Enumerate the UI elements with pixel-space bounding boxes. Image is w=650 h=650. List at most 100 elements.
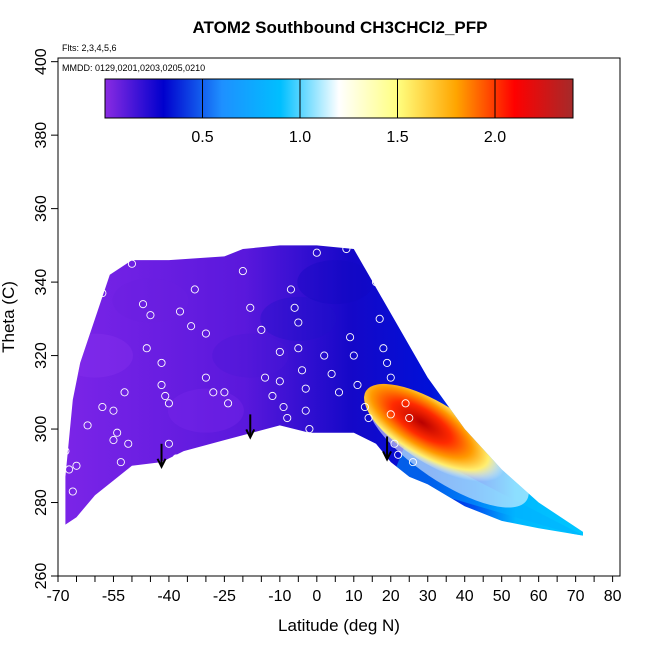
sample-point <box>320 351 329 360</box>
sample-point <box>246 303 255 312</box>
sample-point <box>120 388 129 397</box>
dates-label: MMDD: 0129,0201,0203,0205,0210 <box>62 63 205 73</box>
colorbar-tick-label: 1.5 <box>386 129 408 146</box>
sample-point <box>375 314 384 323</box>
sample-point <box>201 329 210 338</box>
sample-point <box>286 285 295 294</box>
sample-point <box>257 325 266 334</box>
sample-point <box>327 369 336 378</box>
x-tick-label: 10 <box>345 588 363 605</box>
sample-point <box>98 402 107 412</box>
sample-point <box>301 384 310 393</box>
colorbar-tick-label: 0.5 <box>191 129 213 146</box>
x-axis: -70 -55 -40 -25 -10 0 10 20 30 40 50 60 70 80 <box>46 576 622 605</box>
sample-point <box>157 358 166 367</box>
sample-point <box>209 388 218 397</box>
sample-point <box>268 391 277 401</box>
x-tick-label: 80 <box>604 588 622 605</box>
x-tick-label: -10 <box>268 588 291 605</box>
x-tick-label: 50 <box>493 588 511 605</box>
sample-point <box>283 413 292 423</box>
sample-point <box>142 344 151 353</box>
sample-point <box>238 267 247 276</box>
x-tick-label: 60 <box>530 588 548 605</box>
field-patch <box>167 388 244 433</box>
sample-point <box>401 399 410 408</box>
sample-point <box>294 318 303 327</box>
sample-point <box>405 413 414 423</box>
x-tick-label: -25 <box>213 588 236 605</box>
sample-point <box>138 300 148 309</box>
sample-point <box>283 432 292 441</box>
sample-point <box>275 347 284 356</box>
y-axis: 260 280 300 320 340 360 380 400 <box>33 48 58 589</box>
colorbar-gradient <box>104 78 574 119</box>
sample-point <box>124 439 133 448</box>
x-tick-label: 40 <box>456 588 474 605</box>
sample-point <box>224 399 233 408</box>
sample-point <box>364 413 373 423</box>
sample-point <box>164 399 173 408</box>
field-patch <box>112 278 189 323</box>
sample-point <box>187 322 196 331</box>
plume-core <box>364 383 504 483</box>
sample-point <box>109 406 118 415</box>
chart-title: ATOM2 Southbound CH3CHCl2_PFP <box>193 18 488 37</box>
sample-point <box>109 436 118 445</box>
colorbar-tick-label: 2.0 <box>484 129 506 146</box>
sample-point <box>61 447 70 456</box>
x-axis-label: Latitude (deg N) <box>278 616 400 635</box>
y-tick-label: 260 <box>33 563 50 590</box>
sample-point <box>305 424 314 434</box>
arrows <box>156 414 392 470</box>
sample-point <box>312 248 321 257</box>
y-tick-label: 280 <box>33 489 50 516</box>
sample-point <box>394 450 403 459</box>
sample-point <box>83 421 92 430</box>
sample-point <box>201 373 210 382</box>
y-tick-label: 320 <box>33 342 50 369</box>
sample-point <box>279 402 288 412</box>
sample-point <box>383 358 392 367</box>
x-tick-label: -55 <box>102 588 125 605</box>
y-tick-label: 400 <box>33 48 50 75</box>
sample-point <box>68 487 77 496</box>
sample-point <box>297 366 307 375</box>
sample-point <box>164 439 173 448</box>
sample-point <box>172 454 181 463</box>
sample-point <box>386 410 395 419</box>
sample-point <box>127 259 136 268</box>
flights-label: Flts: 2,3,4,5,6 <box>62 43 117 53</box>
sample-point <box>353 380 362 390</box>
sample-point <box>157 380 166 390</box>
sample-point <box>386 373 395 382</box>
y-axis-label: Theta (C) <box>0 281 18 353</box>
x-tick-label: 30 <box>419 588 437 605</box>
x-tick-label: 20 <box>382 588 400 605</box>
sample-point <box>301 406 310 415</box>
sample-point <box>349 351 358 360</box>
y-tick-label: 340 <box>33 269 50 296</box>
y-tick-label: 300 <box>33 416 50 443</box>
sample-point <box>116 458 125 467</box>
sample-point <box>275 377 284 386</box>
sample-point <box>65 465 74 474</box>
plot-frame <box>57 57 621 577</box>
sample-point <box>175 307 185 316</box>
sample-point <box>146 311 155 320</box>
sample-point <box>72 461 81 470</box>
sample-point <box>390 439 399 448</box>
sample-point <box>290 303 299 312</box>
sample-point <box>220 388 229 397</box>
arrow-marker <box>382 436 392 462</box>
sample-point <box>161 391 170 401</box>
sample-point <box>408 458 417 467</box>
x-tick-label: 70 <box>567 588 585 605</box>
sample-point <box>113 428 122 437</box>
field-patch <box>297 260 374 305</box>
colorbar-tick-label: 1.0 <box>289 129 311 146</box>
y-tick-label: 380 <box>33 122 50 149</box>
sample-point <box>379 344 388 353</box>
sample-point <box>294 344 303 353</box>
